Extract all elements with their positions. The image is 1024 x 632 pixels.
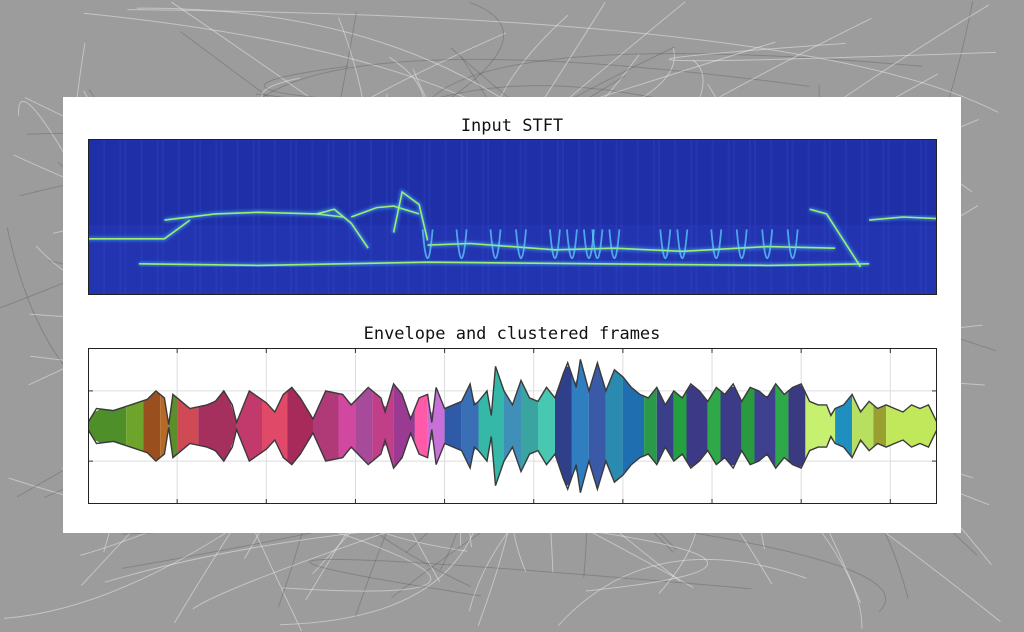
cluster-segment (372, 383, 394, 469)
stft-dip (659, 229, 672, 259)
figure-panel: Input STFT Envelope and clustered frames (63, 97, 961, 533)
stft-dip (735, 229, 748, 259)
cluster-segment (198, 390, 237, 462)
cluster-segment (355, 388, 373, 464)
bg-stroke (127, 9, 999, 113)
stft-ridge (164, 210, 343, 223)
stft-dip (515, 229, 527, 259)
cluster-segment (143, 392, 161, 460)
cluster-segment (571, 359, 589, 493)
cluster-segment (605, 369, 623, 483)
cluster-segment (622, 376, 645, 476)
stft-ridge-core (88, 219, 191, 240)
cluster-segment (478, 366, 504, 486)
stft-ridge-core (869, 216, 937, 221)
cluster-segment (555, 366, 572, 486)
stft-ridge-core (164, 211, 343, 221)
cluster-segment (886, 404, 937, 448)
stft-ridge (138, 260, 870, 268)
stft-low-band (88, 224, 937, 295)
cluster-segment (160, 394, 169, 458)
bg-stroke (668, 42, 996, 62)
envelope-title: Envelope and clustered frames (363, 324, 661, 344)
stft-dip (489, 229, 502, 259)
stft-background (88, 139, 937, 295)
cluster-segment (741, 387, 755, 465)
cluster-segment (88, 406, 127, 446)
envelope-chart (88, 348, 937, 504)
cluster-segment (588, 362, 606, 490)
cluster-segment (338, 393, 356, 459)
stft-ridge (427, 241, 836, 254)
cluster-segment (414, 394, 428, 458)
cluster-segment (393, 383, 415, 469)
cluster-segment (126, 400, 144, 452)
stft-dip (710, 229, 723, 259)
stft-dip (608, 229, 621, 259)
cluster-segment (262, 390, 288, 462)
cluster-segment (177, 397, 199, 455)
bg-stroke (557, 558, 807, 626)
stft-dip (455, 229, 468, 259)
cluster-segment (313, 390, 339, 462)
stft-ridge (88, 218, 192, 241)
cluster-segment (720, 386, 742, 466)
stft-ridge (809, 207, 863, 268)
stft-ridge (391, 188, 430, 241)
stft-ridge (316, 206, 370, 250)
stft-title: Input STFT (460, 116, 564, 136)
cluster-segment (873, 404, 887, 448)
cluster-segment (754, 383, 776, 469)
stft-ridge-core (809, 208, 862, 268)
envelope-frame (88, 348, 937, 504)
cluster-segment (504, 380, 521, 472)
stft-heatmap (88, 139, 937, 295)
stft-ridge-core (392, 190, 429, 241)
envelope-upper (88, 359, 937, 425)
cluster-segment (538, 387, 555, 465)
stft-frame (88, 139, 937, 295)
cluster-segment (287, 387, 313, 465)
bg-stroke (309, 558, 752, 597)
cluster-segment (656, 387, 674, 465)
cluster-segment (788, 384, 806, 468)
cluster-segment (852, 394, 874, 458)
envelope-lower (88, 427, 937, 493)
cluster-segment (644, 387, 657, 465)
cluster-segment (686, 385, 708, 467)
stft-ridge-core (350, 205, 420, 218)
stft-dip (786, 229, 799, 259)
cluster-segment (521, 380, 538, 472)
stft-ridge (350, 204, 420, 219)
cluster-segment (673, 390, 687, 462)
stft-ridge-core (427, 242, 836, 253)
stft-dip (566, 229, 578, 259)
stft-dip (591, 229, 604, 259)
stft-dip (676, 229, 689, 259)
stft-dip (549, 229, 561, 259)
cluster-segment (835, 394, 853, 458)
cluster-segment (427, 387, 445, 465)
cluster-segment (707, 387, 721, 465)
stft-ridge-core (138, 261, 870, 267)
stft-ridge-core (316, 208, 369, 249)
cluster-segment (775, 383, 789, 469)
stft-dip (761, 229, 774, 259)
cluster-segment (444, 401, 462, 451)
stft-ridge (868, 214, 937, 223)
stft-dip (421, 229, 434, 259)
